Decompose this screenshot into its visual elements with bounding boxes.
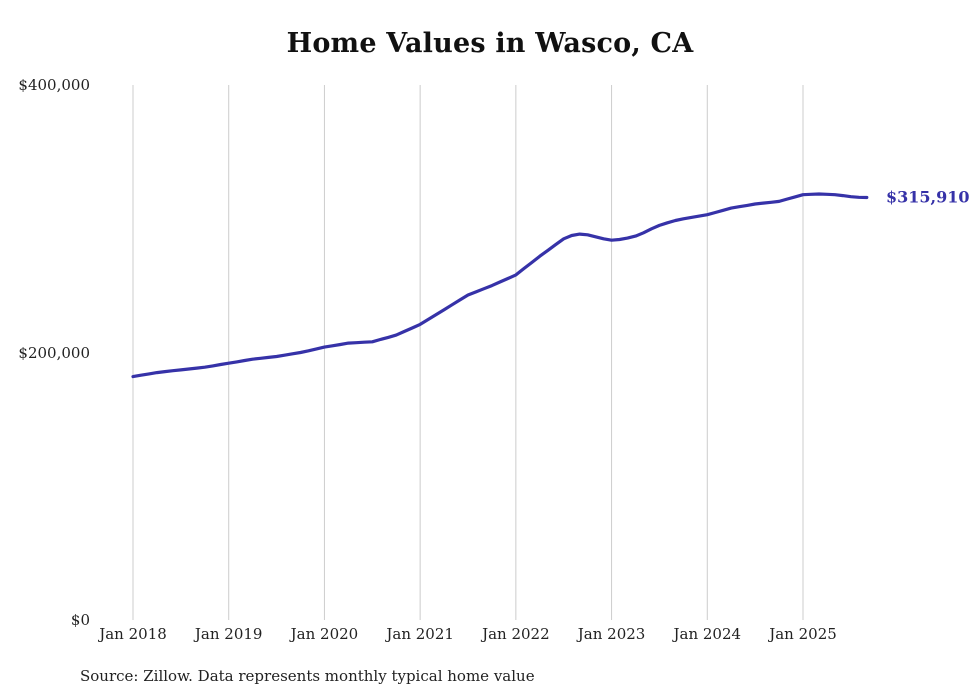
x-axis-tick-label: Jan 2018 [99, 625, 167, 643]
latest-value-label: $315,910 [886, 187, 970, 207]
x-axis-tick-label: Jan 2019 [194, 625, 263, 643]
home-value-line [131, 192, 869, 379]
x-axis-tick-label: Jan 2024 [673, 625, 742, 643]
chart-title: Home Values in Wasco, CA [286, 28, 694, 59]
x-axis-tick-label: Jan 2021 [386, 625, 454, 643]
x-axis-tick-label: Jan 2023 [577, 625, 646, 643]
y-axis-tick-label: $0 [70, 611, 90, 629]
y-axis-tick-label: $400,000 [18, 76, 90, 94]
x-axis-tick-label: Jan 2020 [290, 625, 359, 643]
source-note: Source: Zillow. Data represents monthly … [80, 667, 535, 685]
x-axis-tick-label: Jan 2025 [769, 625, 837, 643]
x-axis-tick-label: Jan 2022 [482, 625, 550, 643]
y-axis-tick-label: $200,000 [18, 343, 90, 362]
